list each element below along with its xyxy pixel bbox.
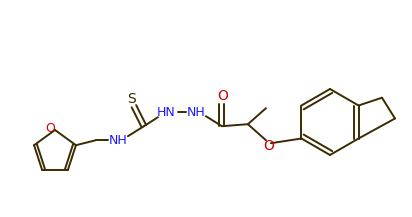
Text: S: S [128,92,136,106]
Text: O: O [218,89,228,103]
Text: NH: NH [108,134,127,147]
Text: NH: NH [187,106,205,119]
Text: HN: HN [157,106,175,119]
Text: O: O [45,122,55,135]
Text: O: O [264,139,274,153]
